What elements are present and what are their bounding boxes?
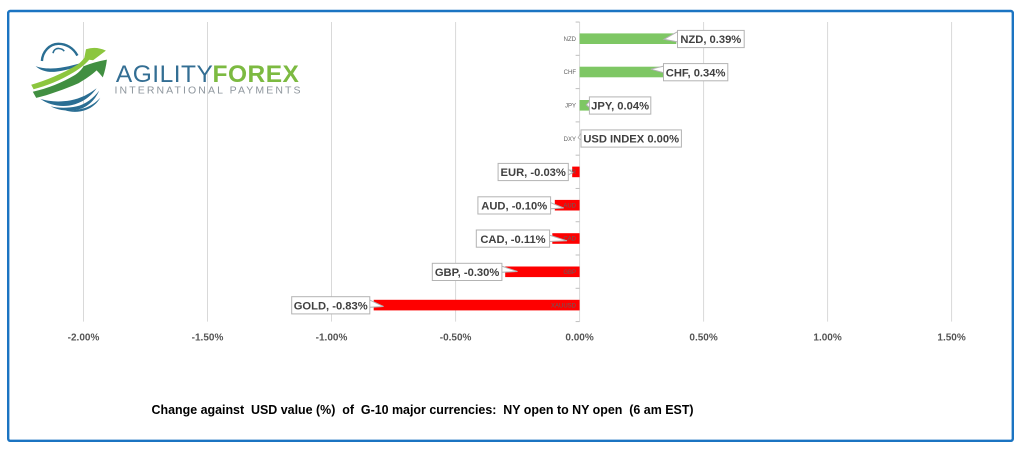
svg-text:-1.50%: -1.50% [192, 332, 224, 343]
svg-text:USD INDEX 0.00%: USD INDEX 0.00% [583, 134, 679, 146]
svg-text:CAD: CAD [563, 237, 576, 243]
svg-text:CAD, -0.11%: CAD, -0.11% [480, 234, 545, 246]
svg-text:FOREX: FOREX [213, 61, 300, 88]
svg-text:-0.50%: -0.50% [440, 332, 472, 343]
svg-text:CHF, 0.34%: CHF, 0.34% [666, 67, 726, 79]
svg-text:AUD: AUD [563, 203, 576, 209]
svg-text:1.00%: 1.00% [813, 332, 841, 343]
svg-text:XAUUSD: XAUUSD [551, 303, 577, 309]
svg-text:EUR, -0.03%: EUR, -0.03% [501, 167, 566, 179]
svg-text:Change against USD value (%): Change against USD value (%) of G-10 maj… [152, 403, 694, 417]
svg-text:JPY, 0.04%: JPY, 0.04% [591, 101, 649, 113]
svg-text:AUD, -0.10%: AUD, -0.10% [481, 201, 547, 213]
svg-text:CHF: CHF [564, 70, 577, 76]
svg-text:GBP, -0.30%: GBP, -0.30% [435, 267, 500, 279]
svg-text:1.50%: 1.50% [937, 332, 965, 343]
svg-text:GBP: GBP [563, 270, 576, 276]
svg-text:0.50%: 0.50% [689, 332, 717, 343]
svg-text:GOLD, -0.83%: GOLD, -0.83% [294, 301, 368, 313]
svg-text:NZD: NZD [564, 37, 577, 43]
svg-text:NZD, 0.39%: NZD, 0.39% [680, 34, 741, 46]
svg-text:INTERNATIONAL PAYMENTS: INTERNATIONAL PAYMENTS [115, 85, 303, 97]
svg-text:0.00%: 0.00% [565, 332, 593, 343]
svg-text:-2.00%: -2.00% [68, 332, 100, 343]
svg-text:JPY: JPY [565, 104, 576, 110]
svg-text:DXY: DXY [564, 137, 576, 143]
svg-text:-1.00%: -1.00% [316, 332, 348, 343]
svg-text:AGILITY: AGILITY [116, 61, 213, 88]
